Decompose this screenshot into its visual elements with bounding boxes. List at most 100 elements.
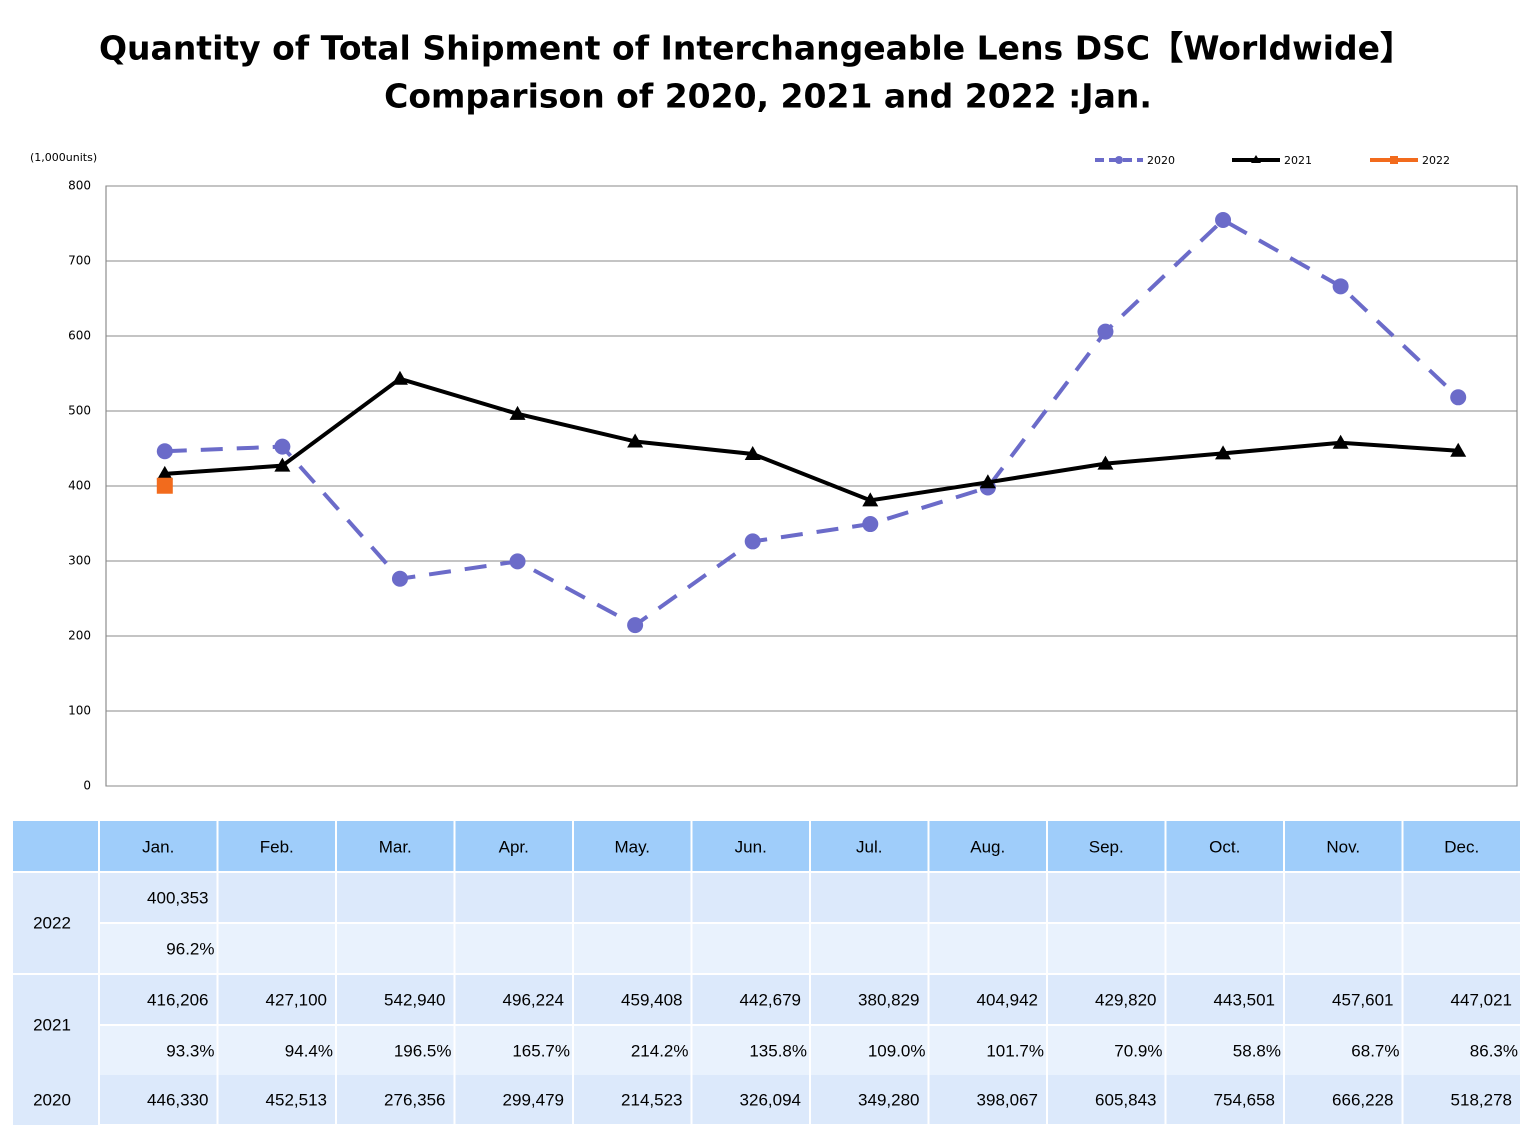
table-cell [100, 873, 217, 922]
table-cell [100, 1075, 217, 1124]
table-header: May. [614, 837, 650, 856]
table-cell [1166, 1026, 1283, 1075]
table-cell [574, 1026, 691, 1075]
point [1332, 434, 1349, 449]
table-value: 452,513 [266, 1090, 327, 1109]
table-cell [1166, 1075, 1283, 1124]
table-cell [811, 1075, 928, 1124]
table-cell [337, 1026, 454, 1075]
table-ratio: 70.9% [1114, 1041, 1162, 1060]
table-header: Nov. [1326, 837, 1360, 856]
y-axis-label: (1,000units) [30, 151, 97, 164]
table-cell [13, 821, 98, 871]
y-tick-label: 100 [68, 704, 91, 718]
point [1097, 455, 1114, 470]
table-cell [455, 1075, 572, 1124]
table-cell [574, 873, 691, 922]
table-cell [337, 821, 454, 871]
legend-marker [1251, 155, 1261, 163]
table-value: 442,679 [740, 990, 801, 1009]
table-ratio: 68.7% [1351, 1041, 1399, 1060]
table-value: 542,940 [384, 990, 445, 1009]
table-cell [13, 873, 98, 973]
table-cell [1048, 924, 1165, 973]
table-cell [692, 873, 809, 922]
table-cell [692, 821, 809, 871]
table-cell [929, 873, 1046, 922]
table-header: Mar. [379, 837, 412, 856]
table-cell [218, 1075, 335, 1124]
point [156, 477, 173, 494]
table-value: 214,523 [621, 1090, 682, 1109]
row-label: 2020 [33, 1090, 71, 1109]
table-cell [1285, 873, 1402, 922]
table-header: Feb. [260, 837, 294, 856]
table-value: 754,658 [1214, 1090, 1275, 1109]
table-cell [1166, 821, 1283, 871]
point [744, 533, 761, 550]
table-cell [929, 975, 1046, 1024]
table-cell [692, 1026, 809, 1075]
table-value: 427,100 [266, 990, 327, 1009]
table-header: Sep. [1089, 837, 1124, 856]
table-header: Oct. [1209, 837, 1240, 856]
table-cell [455, 924, 572, 973]
table-cell [455, 1026, 572, 1075]
table-cell [929, 1026, 1046, 1075]
point [1215, 212, 1232, 229]
table-value: 518,278 [1451, 1090, 1512, 1109]
row-label: 2021 [33, 1015, 71, 1034]
table-cell [100, 1026, 217, 1075]
series-line [164, 376, 1459, 503]
table-cell [1166, 975, 1283, 1024]
point [156, 443, 173, 460]
point [156, 465, 173, 480]
table-cell [574, 975, 691, 1024]
table-cell [1285, 924, 1402, 973]
table-cell [1048, 1026, 1165, 1075]
table-ratio: 135.8% [749, 1041, 807, 1060]
series-line [164, 217, 1460, 628]
legend-label: 2020 [1147, 154, 1175, 167]
table-cell [692, 1075, 809, 1124]
table-value: 404,942 [977, 990, 1038, 1009]
table-value: 459,408 [621, 990, 682, 1009]
table-cell [1403, 1026, 1520, 1075]
table-cell [1166, 924, 1283, 973]
y-tick-label: 800 [68, 179, 91, 193]
point [391, 370, 408, 385]
table-cell [1285, 1075, 1402, 1124]
point [1215, 445, 1232, 460]
table-value: 380,829 [858, 990, 919, 1009]
table-cell [337, 1075, 454, 1124]
table-cell [1285, 975, 1402, 1024]
y-tick-label: 700 [68, 254, 91, 268]
row-label: 2022 [33, 913, 71, 932]
table-value: 398,067 [977, 1090, 1038, 1109]
table-cell [1403, 873, 1520, 922]
table-cell [1403, 924, 1520, 973]
table-cell [218, 1026, 335, 1075]
table-value: 400,353 [147, 888, 208, 907]
point [979, 474, 996, 489]
table-cell [100, 975, 217, 1024]
point [1332, 278, 1349, 295]
table-cell [13, 975, 98, 1075]
y-tick-label: 500 [68, 404, 91, 418]
point [627, 617, 644, 634]
table-ratio: 96.2% [166, 939, 214, 958]
table-header: Dec. [1444, 837, 1479, 856]
table-ratio: 214.2% [631, 1041, 689, 1060]
table-header: Apr. [499, 837, 529, 856]
table-cell [692, 924, 809, 973]
y-tick-label: 300 [68, 554, 91, 568]
table-cell [455, 821, 572, 871]
table-header: Jan. [142, 837, 174, 856]
point [862, 516, 879, 533]
table-cell [929, 1075, 1046, 1124]
chart-title: Quantity of Total Shipment of Interchang… [99, 29, 1413, 68]
table-cell [811, 975, 928, 1024]
table-cell [218, 821, 335, 871]
table-cell [1166, 873, 1283, 922]
